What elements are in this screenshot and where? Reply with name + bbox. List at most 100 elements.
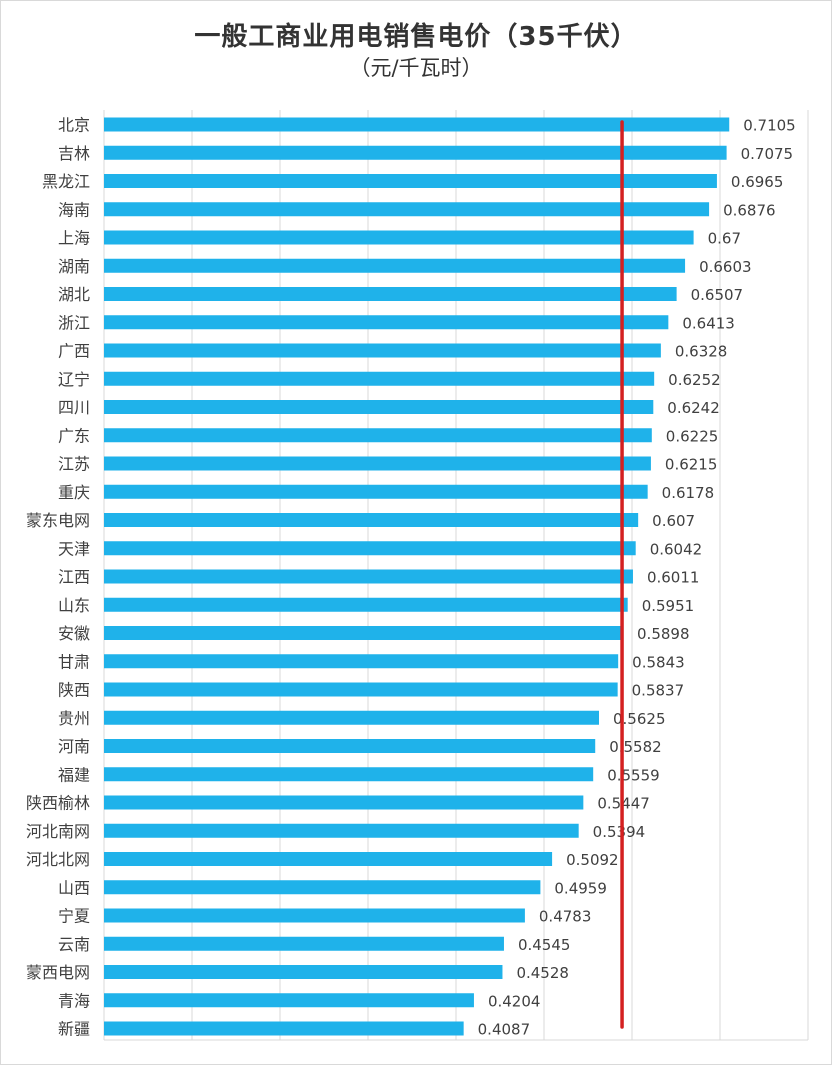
category-label: 北京 — [58, 116, 90, 135]
bar — [104, 597, 628, 612]
category-labels: 北京吉林黑龙江海南上海湖南湖北浙江广西辽宁四川广东江苏重庆蒙东电网天津江西山东安… — [26, 116, 90, 1039]
category-label: 福建 — [58, 765, 90, 784]
bar — [104, 626, 624, 640]
bars — [104, 117, 730, 1036]
bar — [104, 908, 525, 923]
bar — [104, 739, 596, 753]
category-label: 陕西 — [58, 681, 90, 700]
bar — [104, 400, 654, 414]
data-label: 0.7105 — [743, 117, 796, 135]
data-label: 0.6603 — [699, 258, 752, 276]
category-label: 辽宁 — [58, 370, 90, 389]
bar — [104, 936, 504, 951]
category-label: 湖北 — [58, 285, 90, 304]
data-label: 0.4783 — [539, 908, 592, 926]
bar — [104, 654, 619, 669]
category-label: 四川 — [58, 398, 90, 417]
data-label: 0.6965 — [731, 173, 784, 191]
data-label: 0.5394 — [593, 823, 646, 841]
bar — [104, 795, 584, 810]
bar — [104, 258, 686, 273]
data-label: 0.6507 — [691, 286, 744, 304]
category-label: 重庆 — [58, 483, 90, 502]
category-label: 蒙东电网 — [26, 511, 90, 530]
category-label: 云南 — [58, 935, 90, 954]
bar — [104, 569, 633, 584]
category-label: 上海 — [58, 229, 90, 248]
category-label: 浙江 — [58, 313, 90, 332]
bar — [104, 993, 474, 1008]
data-label: 0.5092 — [566, 851, 619, 869]
data-label: 0.6252 — [668, 371, 721, 389]
category-label: 河北北网 — [26, 850, 90, 869]
category-label: 河北南网 — [26, 822, 90, 841]
category-label: 安徽 — [58, 624, 90, 643]
data-label: 0.6876 — [723, 201, 776, 219]
data-label: 0.6215 — [665, 456, 718, 474]
data-label: 0.4545 — [518, 936, 571, 954]
data-label: 0.6328 — [675, 343, 728, 361]
data-label: 0.6242 — [667, 399, 720, 417]
category-label: 江苏 — [58, 455, 90, 474]
data-label: 0.5582 — [609, 738, 662, 756]
category-label: 吉林 — [58, 144, 90, 163]
data-label: 0.5951 — [642, 597, 695, 615]
bar — [104, 456, 651, 471]
bar — [104, 541, 636, 556]
category-label: 天津 — [58, 539, 90, 558]
category-label: 江西 — [58, 568, 90, 587]
data-label: 0.7075 — [741, 145, 794, 163]
bar — [104, 145, 727, 160]
data-labels: 0.7105 0.7075 0.6965 0.6876 0.67 0.6603 0.6507… — [478, 117, 796, 1039]
category-label: 广西 — [58, 342, 90, 361]
bar — [104, 710, 599, 725]
bar — [104, 371, 655, 386]
bar — [104, 513, 639, 527]
data-label: 0.6225 — [666, 427, 719, 445]
data-label: 0.6178 — [662, 484, 715, 502]
data-label: 0.4528 — [516, 964, 569, 982]
bar — [104, 484, 648, 499]
data-label: 0.4204 — [488, 992, 541, 1010]
chart-title: 一般工商业用电销售电价（35千伏） — [194, 22, 638, 52]
category-label: 宁夏 — [58, 907, 90, 926]
data-label: 0.5837 — [632, 682, 685, 700]
bar — [104, 852, 553, 866]
bar — [104, 174, 717, 188]
category-label: 海南 — [58, 200, 90, 219]
category-label: 新疆 — [58, 1020, 90, 1039]
category-label: 广东 — [58, 426, 90, 445]
bar — [104, 1021, 464, 1036]
data-label: 0.6011 — [647, 569, 700, 587]
category-label: 蒙西电网 — [26, 963, 90, 982]
bar — [104, 965, 503, 979]
bar — [104, 682, 618, 697]
bar — [104, 428, 652, 443]
bar — [104, 230, 694, 245]
category-label: 湖南 — [58, 257, 90, 276]
data-label: 0.6413 — [682, 314, 735, 332]
bar — [104, 202, 710, 217]
data-label: 0.4959 — [554, 879, 607, 897]
category-label: 黑龙江 — [42, 172, 90, 191]
data-label: 0.6042 — [650, 540, 703, 558]
category-label: 青海 — [58, 991, 90, 1010]
bar — [104, 343, 661, 358]
bar — [104, 823, 579, 838]
category-label: 山东 — [58, 596, 90, 615]
bar — [104, 117, 730, 132]
category-label: 陕西榆林 — [26, 794, 90, 813]
data-label: 0.5843 — [632, 653, 685, 671]
chart-subtitle: （元/千瓦时） — [349, 56, 483, 80]
category-label: 山西 — [58, 878, 90, 897]
category-label: 贵州 — [58, 709, 90, 728]
category-label: 河南 — [58, 737, 90, 756]
data-label: 0.5625 — [613, 710, 666, 728]
data-label: 0.4087 — [478, 1021, 531, 1039]
data-label: 0.607 — [652, 512, 695, 530]
bar — [104, 315, 669, 330]
data-label: 0.67 — [708, 230, 741, 248]
data-label: 0.5559 — [607, 766, 660, 784]
category-label: 甘肃 — [58, 652, 90, 671]
